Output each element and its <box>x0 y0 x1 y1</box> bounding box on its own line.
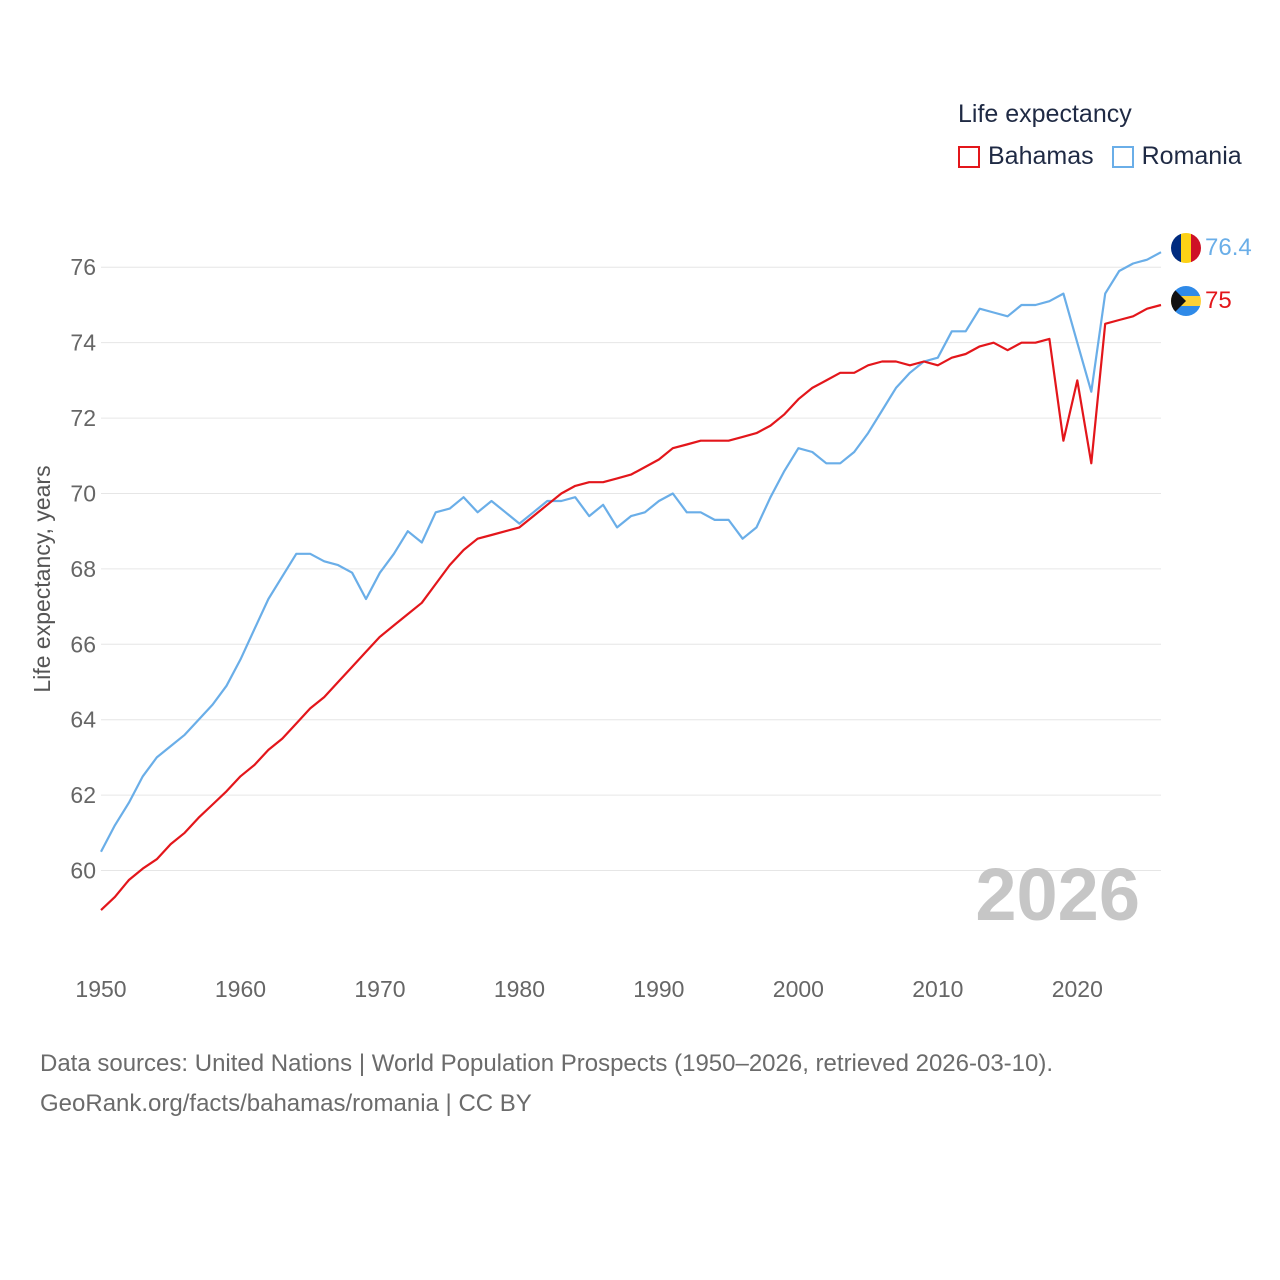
y-tick-label: 66 <box>70 631 96 657</box>
grid-lines <box>101 266 1161 872</box>
bahamas-flag-icon <box>1171 286 1201 316</box>
y-tick-label: 72 <box>70 405 96 431</box>
y-axis-label: Life expectancy, years <box>29 465 55 692</box>
year-watermark: 2026 <box>975 853 1140 936</box>
x-tick-label: 1950 <box>75 976 126 1002</box>
x-tick-label: 1980 <box>494 976 545 1002</box>
legend: Bahamas Romania <box>958 142 1260 171</box>
footer: Data sources: United Nations | World Pop… <box>40 1044 1053 1124</box>
x-tick-label: 2000 <box>773 976 824 1002</box>
x-tick-label: 2020 <box>1052 976 1103 1002</box>
bahamas-end-label: 75 <box>1205 287 1232 314</box>
legend-label-romania: Romania <box>1141 142 1242 170</box>
x-tick-label: 1960 <box>215 976 266 1002</box>
series-lines <box>100 251 1162 911</box>
credit-link[interactable]: GeoRank.org/facts/bahamas/romania | CC B… <box>40 1090 532 1117</box>
bahamas-swatch <box>958 145 980 168</box>
y-tick-label: 76 <box>70 254 96 280</box>
series-line-romania <box>100 251 1162 853</box>
y-tick-label: 64 <box>70 707 96 733</box>
x-tick-label: 1990 <box>633 976 684 1002</box>
romania-end-label: 76.4 <box>1205 234 1252 261</box>
romania-flag-icon <box>1171 233 1201 263</box>
x-tick-label: 2010 <box>912 976 963 1002</box>
x-tick-label: 1970 <box>354 976 405 1002</box>
legend-label-bahamas: Bahamas <box>988 142 1094 170</box>
y-tick-label: 62 <box>70 782 96 808</box>
y-tick-label: 60 <box>70 858 96 884</box>
y-tick-label: 68 <box>70 556 96 582</box>
y-tick-label: 70 <box>70 480 96 506</box>
data-source-note: Data sources: United Nations | World Pop… <box>40 1050 1054 1077</box>
legend-item-romania[interactable]: Romania <box>1111 142 1242 171</box>
x-axis-ticks: 1950 1960 1970 1980 1990 2000 2010 2020 <box>75 976 1102 1002</box>
y-tick-label: 74 <box>70 330 96 356</box>
series-line-bahamas <box>100 303 1162 911</box>
legend-item-bahamas[interactable]: Bahamas <box>958 142 1094 171</box>
y-axis-ticks: 60 62 64 66 68 70 72 74 76 <box>70 254 96 883</box>
legend-title: Life expectancy <box>958 100 1132 128</box>
romania-swatch <box>1111 145 1134 168</box>
